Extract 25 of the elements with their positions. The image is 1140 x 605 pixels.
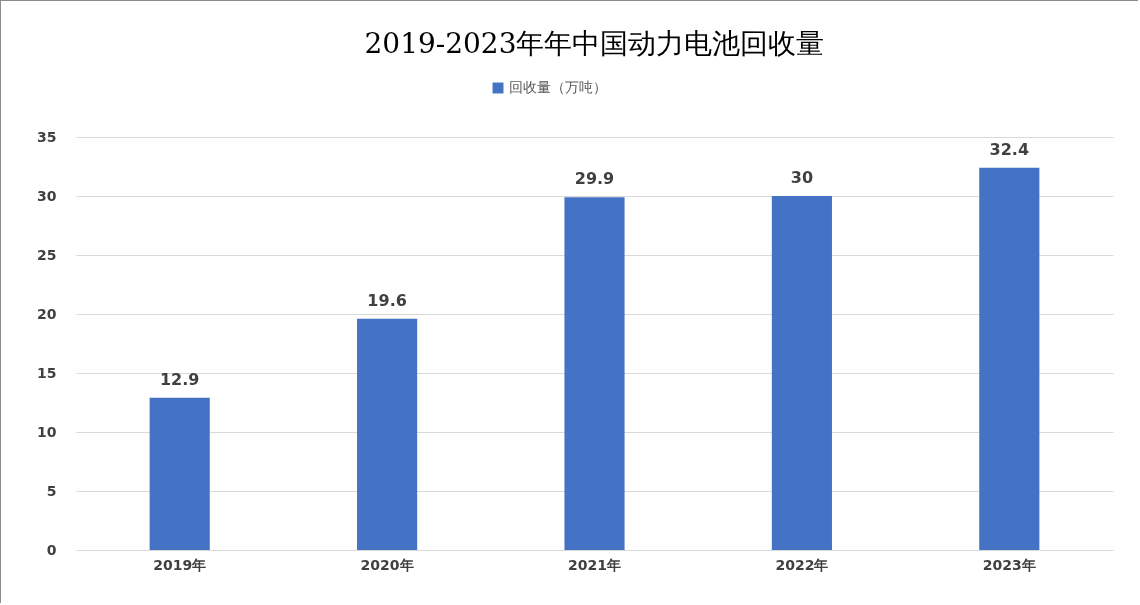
bar xyxy=(771,196,832,550)
bar xyxy=(979,167,1040,550)
chart-title: 2019-2023年年中国动力电池回收量 xyxy=(364,27,825,60)
x-tick-label: 2021年 xyxy=(568,556,621,573)
y-tick-label: 30 xyxy=(37,187,57,204)
data-label: 29.9 xyxy=(574,169,615,189)
x-tick-label: 2023年 xyxy=(982,556,1036,573)
y-tick-label: 0 xyxy=(46,541,57,558)
legend-label: 回收量（万吨） xyxy=(509,79,607,95)
data-label: 30 xyxy=(790,168,814,187)
data-label: 32.4 xyxy=(989,139,1030,159)
x-tick-label: 2022年 xyxy=(775,556,829,573)
y-tick-label: 25 xyxy=(37,246,57,263)
y-tick-label: 35 xyxy=(37,128,57,145)
x-tick-label: 2020年 xyxy=(360,556,414,573)
y-tick-label: 5 xyxy=(46,482,57,499)
bar xyxy=(357,318,418,550)
data-label: 19.6 xyxy=(367,290,407,310)
data-label: 12.9 xyxy=(159,369,200,389)
y-tick-label: 10 xyxy=(37,423,57,440)
x-tick-label: 2019年 xyxy=(153,556,207,573)
bar xyxy=(564,197,625,550)
y-tick-label: 15 xyxy=(37,364,57,381)
bar xyxy=(149,397,210,550)
y-tick-label: 20 xyxy=(37,305,57,322)
